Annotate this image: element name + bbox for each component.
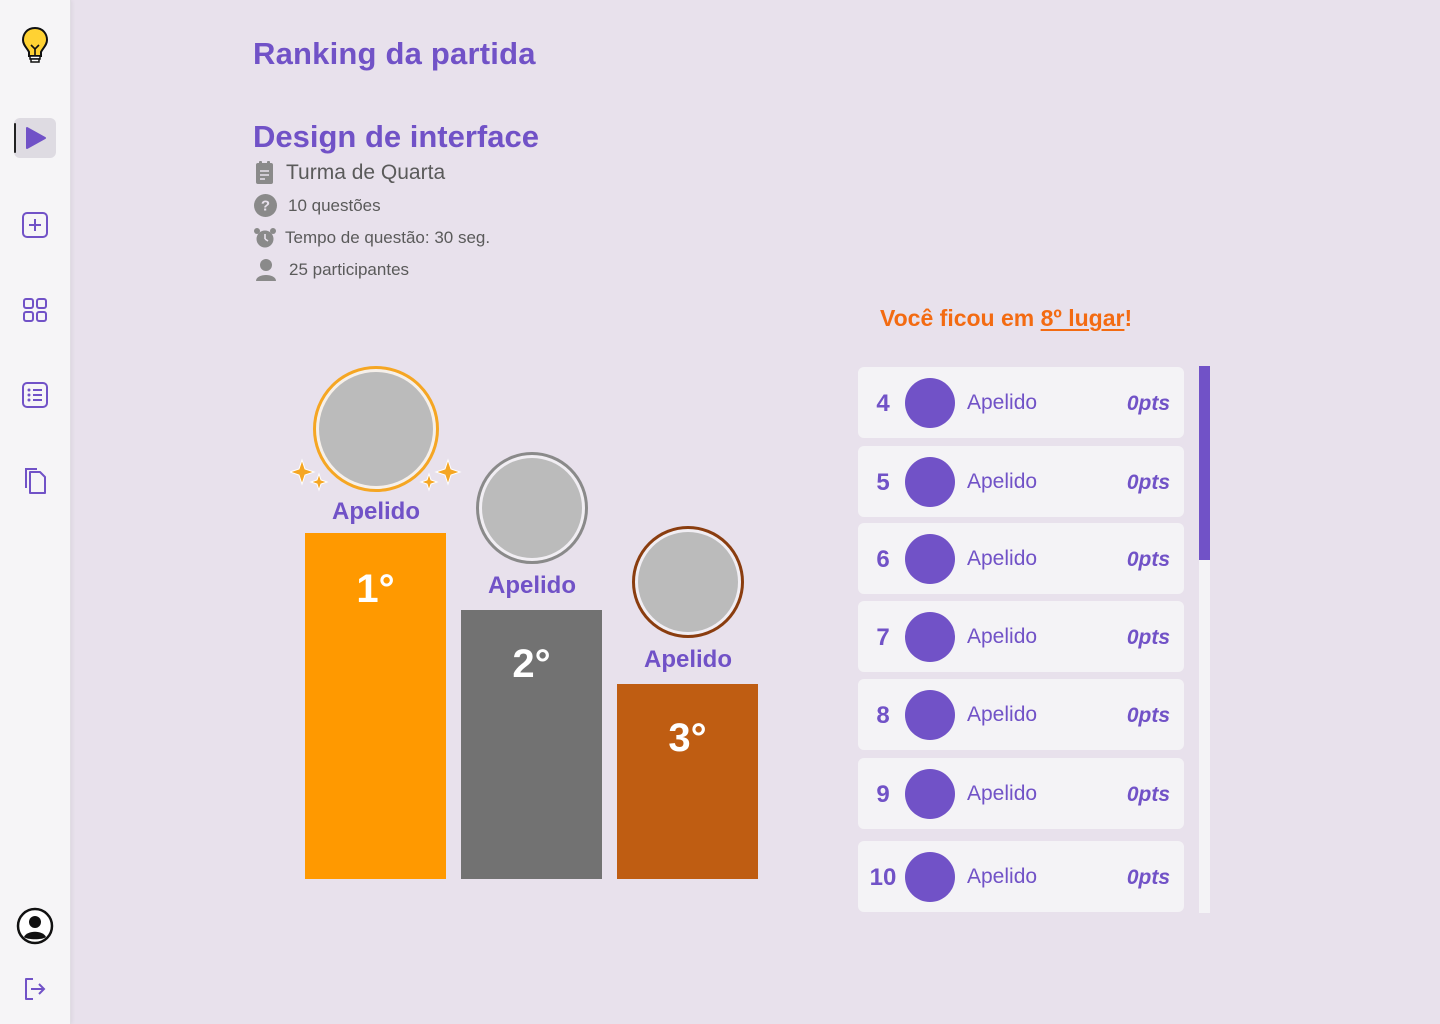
participants-info: 25 participantes: [253, 257, 409, 283]
logo-lightbulb-icon[interactable]: [14, 25, 56, 65]
rank-points: 0pts: [1126, 471, 1170, 494]
avatar: [905, 769, 955, 819]
class-name: Turma de Quarta: [286, 161, 446, 184]
list-icon[interactable]: [14, 375, 56, 415]
list-item: 8 Apelido 0pts: [858, 679, 1184, 750]
second-place-label: 2°: [512, 642, 551, 686]
first-place-name: Apelido: [332, 498, 420, 525]
list-item: 4 Apelido 0pts: [858, 367, 1184, 438]
rank-name: Apelido: [967, 391, 1038, 414]
page-title: Ranking da partida: [253, 36, 536, 71]
svg-text:?: ?: [261, 198, 270, 215]
avatar: [905, 378, 955, 428]
first-place-bar: 1°: [305, 533, 446, 879]
alarm-clock-icon: [254, 228, 276, 248]
second-place-avatar: [482, 458, 582, 558]
question-icon: ?: [254, 194, 277, 217]
documents-icon[interactable]: [14, 461, 56, 501]
notes-icon: [256, 161, 273, 184]
rank-name: Apelido: [967, 782, 1038, 805]
profile-icon[interactable]: [14, 906, 56, 946]
list-item: 6 Apelido 0pts: [858, 523, 1184, 594]
avatar: [905, 457, 955, 507]
list-item: 7 Apelido 0pts: [858, 601, 1184, 672]
first-place-avatar: [319, 372, 433, 486]
avatar: [905, 534, 955, 584]
play-icon[interactable]: [14, 118, 56, 158]
third-place-bar: 3°: [617, 684, 758, 879]
questions-info: ? 10 questões: [253, 193, 381, 218]
second-place-name: Apelido: [488, 572, 576, 599]
list-item: 9 Apelido 0pts: [858, 758, 1184, 829]
result-placement: 8º lugar: [1040, 305, 1125, 331]
rank-position: 8: [876, 702, 890, 729]
sparkle-icon: [419, 458, 462, 492]
participants-count: 25 participantes: [289, 260, 410, 279]
avatar: [905, 852, 955, 902]
scrollbar-track[interactable]: [1199, 366, 1210, 913]
rank-points: 0pts: [1126, 783, 1170, 806]
third-place-name: Apelido: [644, 646, 732, 673]
rank-name: Apelido: [967, 865, 1038, 888]
rank-position: 6: [876, 546, 890, 573]
rank-position: 7: [876, 624, 890, 651]
sparkle-icon: [290, 458, 329, 492]
rank-name: Apelido: [967, 470, 1038, 493]
time-info: Tempo de questão: 30 seg.: [253, 226, 490, 250]
sidebar: [0, 0, 71, 1024]
rank-points: 0pts: [1126, 548, 1170, 571]
rank-name: Apelido: [967, 703, 1038, 726]
question-time: Tempo de questão: 30 seg.: [285, 228, 491, 247]
result-prefix: Você ficou em: [880, 305, 1041, 331]
third-place-avatar: [638, 532, 738, 632]
list-item: 5 Apelido 0pts: [858, 446, 1184, 517]
first-place-label: 1°: [356, 567, 395, 611]
rank-points: 0pts: [1126, 866, 1170, 889]
rank-position: 10: [869, 864, 897, 891]
rank-position: 5: [876, 469, 890, 496]
class-info: Turma de Quarta: [253, 160, 445, 186]
scrollbar-thumb[interactable]: [1199, 366, 1210, 560]
rank-points: 0pts: [1126, 704, 1170, 727]
rank-name: Apelido: [967, 547, 1038, 570]
add-icon[interactable]: [14, 205, 56, 245]
third-place-label: 3°: [668, 716, 707, 760]
rank-points: 0pts: [1126, 392, 1170, 415]
result-suffix: !: [1124, 305, 1133, 331]
rank-points: 0pts: [1126, 626, 1170, 649]
person-icon: [256, 259, 276, 281]
avatar: [905, 612, 955, 662]
avatar: [905, 690, 955, 740]
rank-position: 9: [876, 781, 890, 808]
result-message: Você ficou em 8º lugar!: [880, 305, 1132, 332]
grid-icon[interactable]: [14, 290, 56, 330]
list-item: 10 Apelido 0pts: [858, 841, 1184, 912]
rank-name: Apelido: [967, 625, 1038, 648]
second-place-bar: 2°: [461, 610, 602, 879]
logout-icon[interactable]: [14, 969, 56, 1009]
rank-position: 4: [876, 390, 890, 417]
quiz-title: Design de interface: [253, 119, 539, 154]
questions-count: 10 questões: [288, 195, 381, 215]
